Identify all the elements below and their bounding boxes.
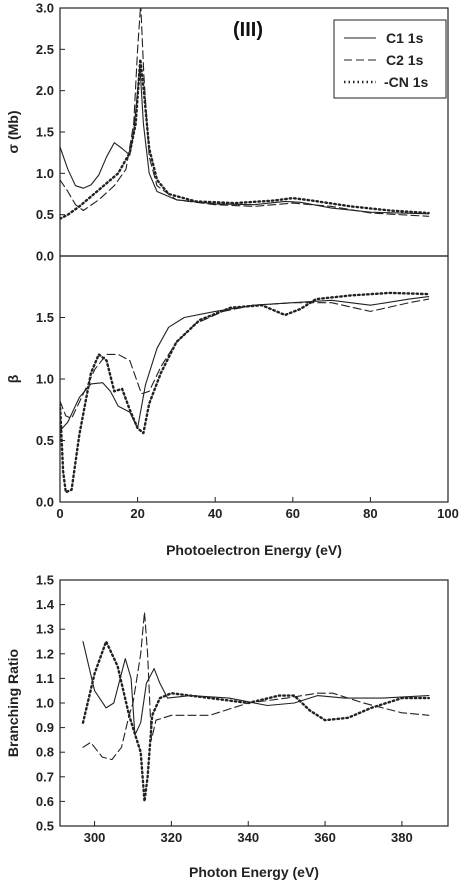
y-tick-label: 1.0 xyxy=(36,696,54,711)
x-tick-label: 0 xyxy=(56,506,63,521)
legend-box xyxy=(333,19,447,99)
branching-ratio-series xyxy=(81,611,430,803)
x-tick-label: 360 xyxy=(314,830,336,845)
x-tick-label: 340 xyxy=(237,830,259,845)
y-tick-label: 0.5 xyxy=(36,433,54,448)
series-line-c2-1s xyxy=(60,8,430,217)
series-line-c2-1s xyxy=(60,298,430,419)
branching-ratio-x-ticks: 300 320 340 360 380 xyxy=(84,821,413,845)
x-tick-label: 60 xyxy=(286,506,300,521)
x-tick-label: 300 xyxy=(84,830,106,845)
y-tick-label: 1.5 xyxy=(36,310,54,325)
y-tick-label: 1.3 xyxy=(36,622,54,637)
y-tick-label: 1.0 xyxy=(36,372,54,387)
y-tick-label: 0.0 xyxy=(36,495,54,510)
cross-section-panel: 0.0 0.5 1.0 1.5 2.0 2.5 3.0 σ (Mb) (III) C1 1s… xyxy=(5,1,449,264)
branching-ratio-panel: 0.5 0.6 0.7 0.8 0.9 1.0 1.1 1.2 1.3 1.4 1.5 300 320… xyxy=(5,573,449,880)
legend: C1 1s C2 1s -CN 1s xyxy=(333,19,447,99)
branching-ratio-x-axis-label: Photon Energy (eV) xyxy=(189,864,319,880)
y-tick-label: 0.5 xyxy=(36,207,54,222)
y-tick-label: 0.0 xyxy=(36,249,54,264)
legend-label-c2: C2 1s xyxy=(386,52,424,68)
panel-annotation: (III) xyxy=(233,19,263,41)
series-line-c1-1s xyxy=(82,640,430,736)
series-line-cn-1s xyxy=(81,640,430,803)
cross-section-y-axis-label: σ (Mb) xyxy=(5,110,21,153)
beta-series xyxy=(60,291,430,494)
branching-ratio-y-ticks: 0.5 0.6 0.7 0.8 0.9 1.0 1.1 1.2 1.3 1.4 1.5 xyxy=(36,573,65,834)
beta-y-axis-label: β xyxy=(5,374,21,383)
x-tick-label: 80 xyxy=(363,506,377,521)
x-tick-label: 320 xyxy=(161,830,183,845)
y-tick-label: 0.9 xyxy=(36,720,54,735)
y-tick-label: 1.4 xyxy=(36,597,55,612)
x-tick-label: 40 xyxy=(208,506,222,521)
y-tick-label: 0.5 xyxy=(36,819,54,834)
y-tick-label: 0.8 xyxy=(36,745,54,760)
y-tick-label: 1.0 xyxy=(36,166,54,181)
beta-panel: 0.0 0.5 1.0 1.5 0 20 40 60 80 100 β Photoelectro… xyxy=(5,255,459,558)
series-line-cn-1s xyxy=(60,291,430,494)
series-line-c1-1s xyxy=(60,296,430,432)
legend-label-c1: C1 1s xyxy=(386,30,424,46)
y-tick-label: 1.2 xyxy=(36,646,54,661)
cross-section-y-ticks: 0.0 0.5 1.0 1.5 2.0 2.5 3.0 xyxy=(36,1,65,264)
y-tick-label: 1.5 xyxy=(36,573,54,588)
y-tick-label: 0.6 xyxy=(36,794,54,809)
x-tick-label: 380 xyxy=(391,830,413,845)
y-tick-label: 2.0 xyxy=(36,83,54,98)
x-tick-label: 20 xyxy=(130,506,144,521)
beta-x-axis-label: Photoelectron Energy (eV) xyxy=(166,542,342,558)
beta-y-ticks: 0.0 0.5 1.0 1.5 xyxy=(36,310,65,510)
beta-x-ticks: 0 20 40 60 80 100 xyxy=(56,497,459,521)
cross-section-series xyxy=(60,8,430,220)
y-tick-label: 2.5 xyxy=(36,42,54,57)
y-tick-label: 3.0 xyxy=(36,1,54,16)
series-line-cn-1s xyxy=(60,58,430,220)
branching-ratio-y-axis-label: Branching Ratio xyxy=(5,649,21,757)
x-tick-label: 100 xyxy=(437,506,459,521)
y-tick-label: 0.7 xyxy=(36,769,54,784)
y-tick-label: 1.1 xyxy=(36,671,54,686)
y-tick-label: 1.5 xyxy=(36,125,54,140)
legend-label-cn: -CN 1s xyxy=(384,74,429,90)
